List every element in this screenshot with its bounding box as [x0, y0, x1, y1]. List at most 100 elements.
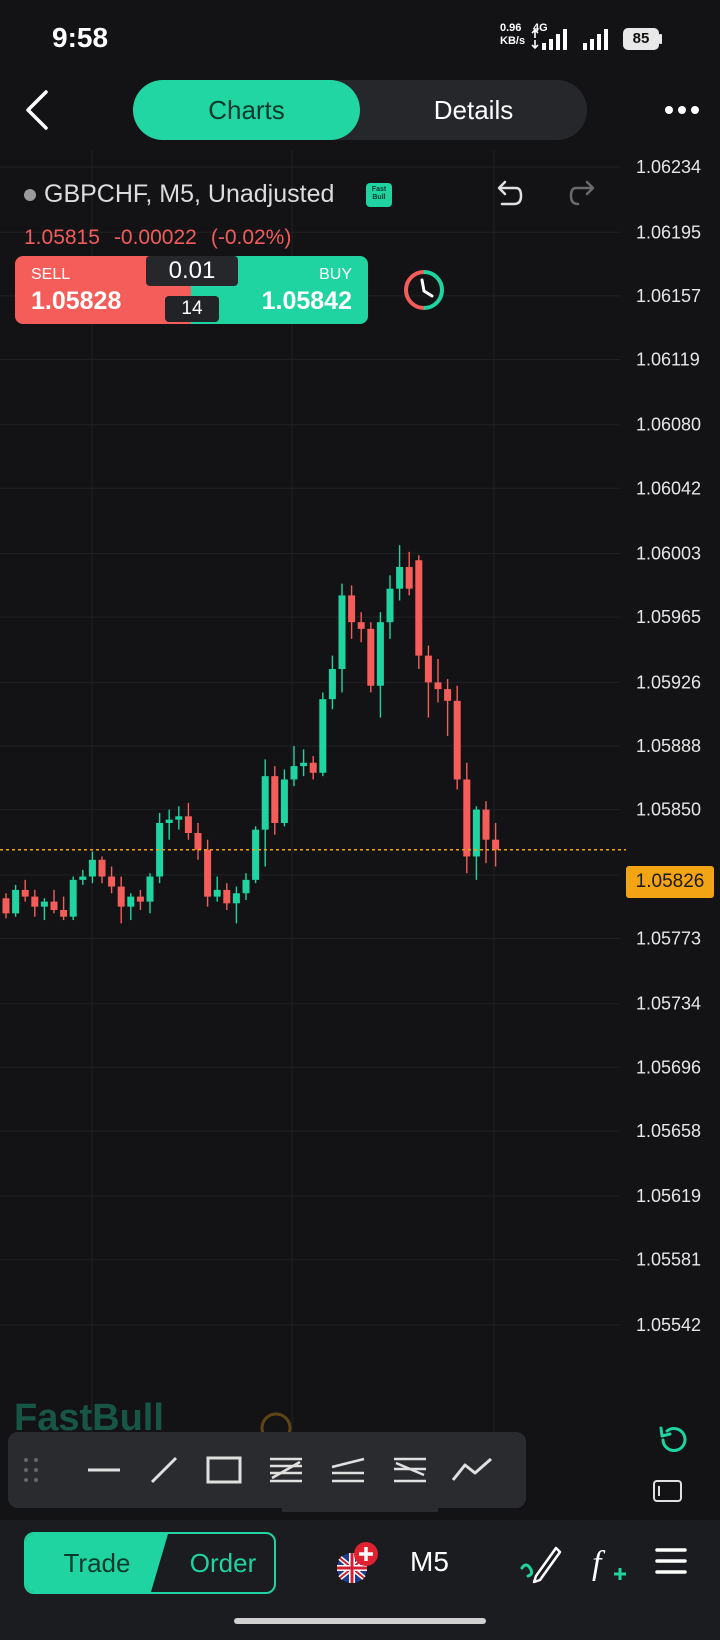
- order-button[interactable]: Order: [189, 1548, 257, 1578]
- tab-switcher: Charts Details: [133, 80, 587, 140]
- candle: [184, 802, 192, 840]
- network-speed-value: 0.96: [500, 22, 522, 34]
- price-axis-label: 1.06157: [636, 286, 701, 306]
- price-axis-label: 1.05696: [636, 1057, 701, 1077]
- menu-icon[interactable]: [654, 1544, 688, 1578]
- fibonacci-tool[interactable]: [258, 1432, 314, 1508]
- redo-icon[interactable]: [568, 176, 602, 210]
- fastbull-badge-icon: Fast Bull: [366, 183, 392, 207]
- toolbar-divider: [282, 1508, 438, 1512]
- candle-body: [252, 829, 260, 880]
- candle-body: [319, 699, 327, 773]
- battery-tip: [659, 34, 662, 44]
- candle: [328, 655, 336, 710]
- candle-body: [309, 762, 317, 773]
- pitchfork-tool[interactable]: [382, 1432, 438, 1508]
- trend-line-icon: [150, 1456, 178, 1484]
- candle: [156, 812, 164, 884]
- candle-body: [204, 849, 212, 897]
- parallel-channel-icon: [331, 1457, 365, 1483]
- candle-body: [242, 879, 250, 894]
- candle-body: [165, 819, 173, 823]
- candle: [357, 612, 365, 643]
- candle-body: [261, 776, 269, 830]
- undo-icon[interactable]: [490, 176, 524, 210]
- candle: [213, 876, 221, 902]
- one-click-trade-icon[interactable]: [402, 268, 446, 312]
- candle-body: [117, 886, 125, 907]
- candle-body: [98, 859, 106, 877]
- indicator-icon[interactable]: f: [590, 1540, 634, 1584]
- polyline-tool[interactable]: [444, 1432, 500, 1508]
- candle-body: [223, 889, 231, 904]
- candle-body: [40, 901, 48, 907]
- candle-body: [386, 588, 394, 623]
- toolbar-drag-handle[interactable]: [16, 1432, 46, 1508]
- candle: [50, 889, 58, 914]
- candle: [348, 585, 356, 639]
- candle: [136, 889, 144, 910]
- candle-body: [396, 566, 404, 589]
- candle-body: [108, 876, 116, 887]
- candle-body: [453, 700, 461, 780]
- candle-body: [367, 628, 375, 686]
- home-indicator: [234, 1618, 486, 1624]
- symbol-title-text: GBPCHF, M5, Unadjusted: [44, 180, 335, 208]
- price-axis-label: 1.05581: [636, 1250, 701, 1270]
- pitchfork-icon: [394, 1457, 426, 1483]
- drawing-tools-icon[interactable]: [518, 1540, 562, 1584]
- candle-body: [232, 893, 240, 904]
- more-icon[interactable]: [664, 102, 700, 118]
- back-icon[interactable]: [22, 88, 52, 132]
- candle: [405, 551, 413, 596]
- candle-body: [348, 595, 356, 623]
- fullscreen-icon[interactable]: [652, 1478, 684, 1504]
- chart-grid: [0, 150, 620, 1440]
- rectangle-tool[interactable]: [196, 1432, 252, 1508]
- candle: [376, 612, 384, 718]
- tab-details[interactable]: Details: [433, 95, 514, 125]
- sell-price: 1.05828: [31, 287, 122, 315]
- change-percent: (-0.02%): [210, 226, 292, 249]
- symbol-flag-icon[interactable]: [334, 1540, 382, 1586]
- candle-body: [50, 901, 58, 910]
- candle-body: [175, 816, 183, 820]
- candle: [252, 826, 260, 884]
- candle: [146, 873, 154, 914]
- parallel-channel-tool[interactable]: [320, 1432, 376, 1508]
- candle-body: [444, 689, 452, 701]
- candle: [165, 809, 173, 840]
- symbol-title: GBPCHF, M5, Unadjusted: [24, 180, 334, 209]
- candle: [482, 801, 490, 864]
- horizontal-line-tool[interactable]: [76, 1432, 132, 1508]
- lot-size-input[interactable]: 0.01: [146, 256, 238, 286]
- polyline-icon: [451, 1457, 492, 1481]
- network-speed: 0.96 KB/s: [500, 22, 525, 48]
- price-axis-label: 1.05926: [636, 672, 701, 692]
- trade-order-switch: Trade Order: [24, 1532, 276, 1594]
- candle: [175, 806, 183, 830]
- price-axis-label: 1.05619: [636, 1186, 701, 1206]
- bottom-bar: Trade Order M5 f: [0, 1520, 720, 1640]
- candle-body: [194, 833, 202, 850]
- price-chart[interactable]: 1.06234 1.06195 1.06157 1.06119 1.06080 1.060…: [0, 150, 720, 1440]
- price-axis-label: 1.05773: [636, 928, 701, 948]
- candle-body: [357, 622, 365, 629]
- candle-body: [463, 779, 471, 857]
- candle: [194, 822, 202, 860]
- trade-button[interactable]: Trade: [26, 1534, 168, 1592]
- reset-chart-icon[interactable]: [655, 1422, 691, 1458]
- candle: [280, 769, 288, 827]
- candle-body: [280, 779, 288, 823]
- candle: [463, 762, 471, 874]
- tab-charts[interactable]: Charts: [133, 80, 360, 140]
- trend-line-tool[interactable]: [136, 1432, 192, 1508]
- candle: [472, 806, 480, 880]
- candle: [453, 685, 461, 790]
- timeframe-selector[interactable]: M5: [410, 1546, 449, 1577]
- candle-body: [376, 622, 384, 686]
- network-speed-unit: KB/s: [500, 35, 526, 47]
- signal-icon: [531, 28, 608, 50]
- candle: [444, 679, 452, 736]
- candle-body: [415, 560, 423, 656]
